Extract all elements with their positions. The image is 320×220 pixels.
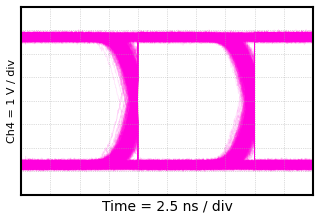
Y-axis label: Ch4 = 1 V / div: Ch4 = 1 V / div [7,59,17,143]
X-axis label: Time = 2.5 ns / div: Time = 2.5 ns / div [102,199,233,213]
